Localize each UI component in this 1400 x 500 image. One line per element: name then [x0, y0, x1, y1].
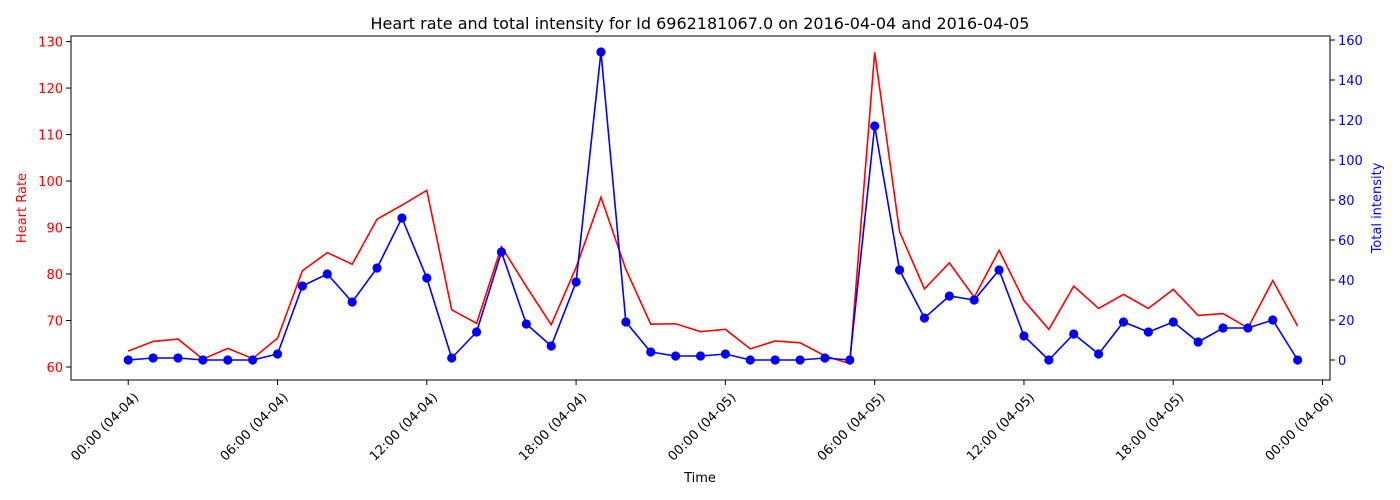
intensity-point — [447, 353, 457, 363]
intensity-point — [546, 341, 556, 351]
y-left-tick-label: 60 — [46, 361, 63, 376]
y-right-tick-label: 160 — [1338, 34, 1363, 49]
y-left-tick-label: 110 — [38, 129, 63, 144]
heart-rate-series — [127, 52, 1299, 365]
intensity-point — [745, 355, 755, 365]
x-tick-label: 06:00 (04-05) — [815, 390, 889, 464]
intensity-point — [1268, 315, 1278, 325]
intensity-point — [248, 355, 258, 365]
intensity-point — [770, 355, 780, 365]
intensity-point — [372, 263, 382, 273]
intensity-point — [1118, 317, 1129, 327]
intensity-point — [1293, 355, 1303, 365]
intensity-point — [496, 247, 507, 257]
intensity-point — [347, 297, 357, 307]
x-tick-label: 00:00 (04-06) — [1263, 390, 1337, 464]
intensity-point — [471, 327, 482, 337]
y-axis-left: 60 70 80 90 100 110 120 130 — [38, 36, 71, 376]
intensity-point — [1143, 327, 1153, 337]
intensity-point — [1019, 331, 1029, 341]
heart-rate-line — [127, 52, 1299, 365]
intensity-point — [123, 355, 133, 365]
y-left-tick-label: 70 — [46, 314, 63, 329]
intensity-point — [1243, 323, 1253, 333]
intensity-point — [397, 213, 407, 223]
y-left-tick-label: 100 — [38, 175, 63, 190]
intensity-point — [969, 295, 979, 305]
intensity-point — [596, 47, 606, 57]
y-right-tick-label: 120 — [1338, 114, 1363, 129]
y-left-tick-label: 120 — [38, 82, 63, 97]
intensity-line — [128, 51, 1299, 362]
intensity-point — [919, 313, 930, 323]
intensity-point — [1193, 337, 1203, 347]
intensity-point — [297, 281, 307, 291]
intensity-point — [148, 353, 158, 363]
x-tick-label: 00:00 (04-04) — [68, 390, 142, 464]
intensity-point — [646, 347, 656, 357]
intensity-point — [322, 269, 332, 279]
x-axis: 00:00 (04-04) 06:00 (04-04) 12:00 (04-04) 1… — [68, 380, 1337, 464]
y-axis-right: 0 20 40 60 80 100 120 140 160 — [1330, 34, 1363, 369]
intensity-series — [123, 47, 1303, 365]
x-tick-label: 06:00 (04-04) — [218, 390, 292, 464]
intensity-point — [720, 349, 730, 359]
intensity-point — [1094, 349, 1104, 359]
intensity-point — [1218, 323, 1228, 333]
intensity-point — [571, 277, 581, 287]
intensity-point — [820, 353, 830, 363]
y-axis-right-label: Total intensity — [1370, 162, 1385, 254]
x-axis-label: Time — [683, 471, 716, 486]
y-axis-left-label: Heart Rate — [15, 173, 30, 243]
x-tick-label: 00:00 (04-05) — [666, 390, 740, 464]
intensity-point — [1044, 355, 1054, 365]
y-right-tick-label: 40 — [1338, 274, 1355, 289]
intensity-point — [870, 121, 880, 131]
y-right-tick-label: 0 — [1338, 354, 1346, 369]
intensity-point — [671, 351, 681, 361]
y-right-tick-label: 20 — [1338, 314, 1355, 329]
chart-title: Heart rate and total intensity for Id 69… — [371, 14, 1030, 33]
y-left-tick-label: 80 — [46, 268, 63, 283]
x-tick-label: 12:00 (04-05) — [964, 390, 1038, 464]
y-left-tick-label: 130 — [38, 36, 63, 51]
y-right-tick-label: 140 — [1338, 74, 1363, 89]
intensity-point — [521, 319, 531, 329]
x-tick-label: 12:00 (04-04) — [367, 390, 441, 464]
intensity-point — [894, 265, 905, 275]
y-right-tick-label: 80 — [1338, 194, 1355, 209]
intensity-point — [795, 355, 805, 365]
intensity-point — [845, 355, 855, 365]
x-tick-label: 18:00 (04-04) — [516, 390, 590, 464]
y-right-tick-label: 60 — [1338, 234, 1355, 249]
intensity-point — [621, 317, 631, 327]
y-left-tick-label: 90 — [46, 222, 63, 237]
intensity-point — [223, 355, 233, 365]
plot-frame — [70, 35, 1331, 381]
intensity-point — [198, 355, 208, 365]
intensity-point — [272, 349, 283, 359]
y-right-tick-label: 100 — [1338, 154, 1363, 169]
intensity-point — [1069, 329, 1079, 339]
intensity-point — [422, 273, 432, 283]
x-tick-label: 18:00 (04-05) — [1113, 390, 1187, 464]
intensity-point — [173, 353, 183, 363]
intensity-point — [695, 351, 706, 361]
intensity-point — [1168, 317, 1178, 327]
intensity-point — [994, 265, 1004, 275]
axes — [70, 35, 1331, 381]
intensity-point — [944, 291, 954, 301]
